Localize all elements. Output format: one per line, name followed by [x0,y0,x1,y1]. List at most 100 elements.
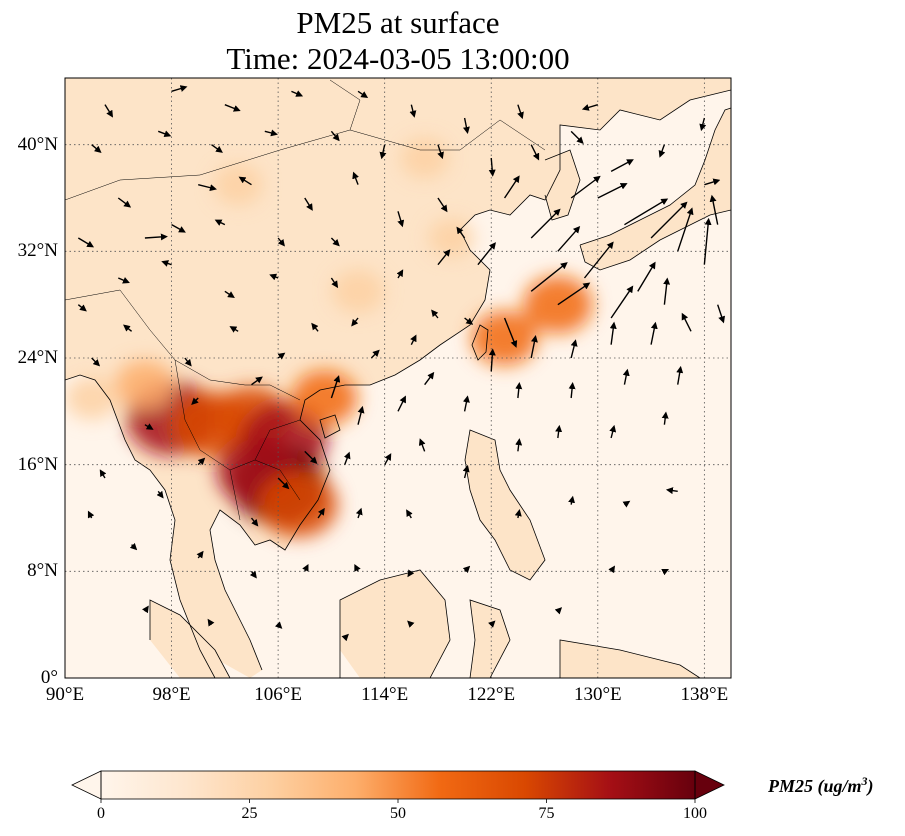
wind-arrow-33 [384,453,392,466]
wind-arrow-126 [557,226,581,252]
land-new-guinea [560,640,700,678]
wind-arrow-26 [330,375,341,399]
pm25-hotspot-11 [115,360,175,410]
wind-arrow-69 [91,357,101,367]
wind-arrow-111 [104,104,114,118]
wind-arrow-82 [370,349,380,359]
wind-arrow-64 [407,620,415,628]
wind-arrow-105 [330,130,340,142]
colorbar-tick-marks [100,799,696,803]
wind-arrow-0 [624,198,669,226]
wind-arrow-50 [156,490,164,499]
map-area [65,78,731,678]
land-mainland-asia [65,78,731,678]
wind-arrow-41 [250,517,259,527]
wind-vectors [77,85,726,642]
wind-arrow-90 [171,224,186,233]
wind-arrow-44 [406,509,413,519]
wind-arrow-122 [704,178,721,186]
wind-arrow-77 [224,290,235,299]
wind-arrow-13 [503,175,520,199]
wind-arrow-59 [462,565,471,574]
wind-arrow-65 [488,620,496,628]
wind-arrow-107 [437,144,444,160]
wind-arrow-89 [214,219,226,226]
wind-arrow-18 [570,339,578,359]
lat-tick-label: 16°N [17,453,58,475]
wind-arrow-16 [437,249,451,266]
wind-arrow-61 [207,618,215,627]
wind-arrow-86 [269,273,279,281]
wind-arrow-2 [677,207,694,252]
map-frame [64,77,732,679]
colorbar-tick-label: 75 [538,805,555,822]
wind-arrow-34 [418,438,426,452]
wind-arrow-17 [530,335,538,359]
lon-tick-label: 122°E [467,684,516,705]
wind-arrow-54 [196,550,204,559]
coastlines [65,79,731,678]
wind-arrow-27 [357,405,365,425]
lat-tick-label: 0° [40,667,58,688]
wind-arrow-47 [622,500,631,508]
wind-arrow-108 [488,157,496,177]
wind-arrow-6 [530,262,568,292]
wind-arrow-58 [407,569,415,578]
wind-arrow-46 [568,495,576,505]
wind-arrow-7 [610,285,634,319]
coastline-sulawesi [469,599,511,678]
wind-arrow-48 [665,487,678,495]
wind-arrow-127 [597,183,628,199]
lon-tick-label: 90°E [45,684,85,705]
wind-arrow-19 [609,321,617,345]
wind-arrow-125 [717,304,726,324]
wind-arrow-60 [142,605,149,614]
wind-arrow-129 [431,309,439,319]
wind-arrow-112 [171,85,188,93]
wind-arrow-94 [198,183,217,192]
coastline-new-guinea [559,639,701,678]
wind-arrow-109 [530,144,540,161]
wind-arrow-12 [610,159,634,172]
lon-tick-label: 98°E [152,684,191,705]
coastline-borneo [339,569,451,678]
wind-arrow-81 [311,322,319,332]
wind-arrow-57 [354,563,361,572]
coastline-sumatra [149,599,231,678]
colorbar-tick-label: 100 [683,805,707,822]
wind-arrow-71 [184,357,192,367]
wind-arrow-110 [570,130,584,144]
map-subtitle-time: Time: 2024-03-05 13:00:00 [226,41,570,76]
wind-arrow-24 [622,368,630,385]
wind-arrow-83 [410,334,417,345]
wind-arrow-5 [557,282,591,306]
lat-tick-label: 32°N [17,240,58,262]
wind-arrow-29 [424,371,435,386]
lat-tick-label: 40°N [17,133,58,155]
wind-arrow-73 [277,352,286,360]
colorbar-label: PM25 (ug/m3) [768,774,874,796]
wind-arrow-123 [709,194,719,225]
colorbar-tick-label: 50 [390,805,406,822]
wind-arrow-114 [291,90,304,97]
land-korea [545,150,580,220]
pm25-hotspot-13 [400,137,450,179]
land-japan [580,108,731,270]
wind-arrow-10 [530,208,561,239]
wind-arrow-117 [462,117,470,134]
wind-arrow-74 [251,376,263,386]
wind-arrow-15 [503,317,518,348]
wind-arrow-118 [517,104,524,120]
colorbar [71,770,725,803]
wind-arrow-98 [397,211,405,228]
wind-arrow-87 [396,269,404,279]
wind-arrow-42 [317,507,325,519]
map-title: PM25 at surface [296,5,500,40]
lon-tick-label: 130°E [573,684,622,705]
wind-arrow-100 [330,237,340,247]
colorbar-extend-low [71,770,102,800]
wind-arrow-40 [277,477,290,490]
wind-arrow-76 [144,423,154,430]
wind-arrow-21 [488,348,496,372]
